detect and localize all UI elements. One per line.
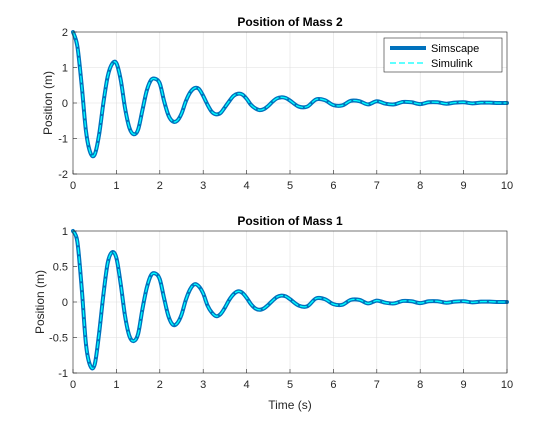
y-tick-label: 0 [62,297,68,309]
x-tick-label: 1 [113,180,119,192]
x-tick-label: 3 [200,379,206,391]
x-tick-label: 10 [501,180,513,192]
tick-group: 0 1 2 3 4 5 6 7 8 9 10 -1 -0.5 0 0.5 1 [49,226,513,391]
chart-title: Position of Mass 1 [237,214,343,228]
y-tick-label: -0.5 [49,333,68,345]
x-tick-label: 9 [461,180,467,192]
series-group [71,229,509,371]
x-tick-label: 8 [417,379,423,391]
x-tick-label: 6 [330,379,336,391]
legend-simulink-label: Simulink [431,58,473,70]
x-axis-label: Time (s) [268,398,312,412]
x-tick-label: 8 [417,180,423,192]
x-tick-label: 9 [461,379,467,391]
y-tick-label: -1 [58,134,68,146]
series-group [71,30,509,159]
x-tick-label: 6 [330,180,336,192]
x-tick-label: 4 [244,379,250,391]
x-tick-label: 0 [70,180,76,192]
y-axis-label: Position (m) [33,270,47,334]
x-tick-label: 7 [374,379,380,391]
y-tick-label: -2 [58,169,68,181]
subplot-mass-2: 0 1 2 3 4 5 6 7 8 9 10 -2 -1 0 1 2 Position of Mass 2 P… [41,15,513,192]
x-tick-label: 3 [200,180,206,192]
y-tick-label: 1 [62,226,68,238]
y-tick-label: 1 [62,63,68,75]
x-tick-label: 10 [501,379,513,391]
x-tick-label: 1 [113,379,119,391]
x-tick-label: 0 [70,379,76,391]
x-tick-label: 4 [244,180,250,192]
x-tick-label: 5 [287,180,293,192]
legend-box [383,37,503,73]
x-tick-label: 2 [157,180,163,192]
series-line-simulink [72,31,508,157]
legend: Simscape Simulink [383,37,503,73]
y-tick-label: 2 [62,27,68,39]
series-line-simulink [72,230,508,370]
x-tick-label: 2 [157,379,163,391]
chart-title: Position of Mass 2 [237,15,343,29]
legend-simscape-label: Simscape [431,43,479,55]
y-axis-label: Position (m) [41,71,55,135]
y-tick-label: 0.5 [53,262,68,274]
subplot-mass-1: 0 1 2 3 4 5 6 7 8 9 10 -1 -0.5 0 0.5 1 Position of Mass… [33,214,513,412]
y-tick-label: -1 [58,368,68,380]
x-tick-label: 7 [374,180,380,192]
x-tick-label: 5 [287,379,293,391]
y-tick-label: 0 [62,98,68,110]
tick-group: 0 1 2 3 4 5 6 7 8 9 10 -2 -1 0 1 2 [58,27,513,192]
